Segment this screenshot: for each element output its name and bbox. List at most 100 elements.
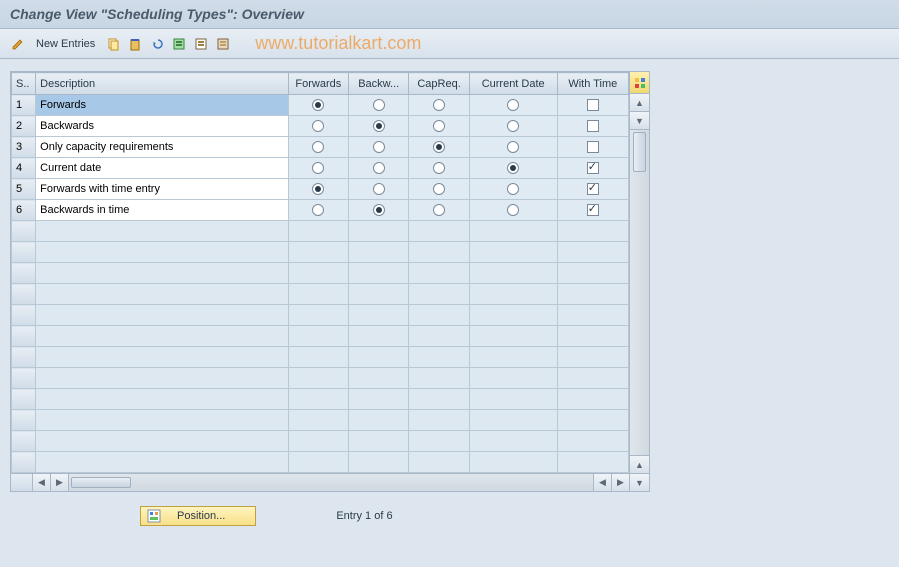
footer: Position... Entry 1 of 6 (10, 492, 889, 526)
position-button[interactable]: Position... (140, 506, 256, 526)
backwards-radio[interactable] (349, 158, 409, 179)
hscroll-right-icon[interactable]: ▶ (611, 474, 629, 491)
title-bar: Change View "Scheduling Types": Overview (0, 0, 899, 29)
backwards-radio[interactable] (349, 95, 409, 116)
vertical-scrollbar: ▲ ▼ ▲ ▼ (629, 72, 649, 491)
capreq-radio[interactable] (409, 95, 469, 116)
copy-icon[interactable] (103, 34, 123, 54)
table-container: S.. Description Forwards Backw... CapReq… (10, 71, 650, 492)
table-row[interactable]: 1 Forwards (12, 95, 629, 116)
currentdate-radio[interactable] (469, 200, 557, 221)
col-header-currentdate[interactable]: Current Date (469, 73, 557, 95)
description-cell[interactable]: Backwards (36, 116, 289, 137)
table-settings-icon[interactable] (630, 72, 649, 94)
hscroll-thumb[interactable] (71, 477, 131, 488)
capreq-radio[interactable] (409, 116, 469, 137)
table-row-empty (12, 431, 629, 452)
withtime-checkbox[interactable] (557, 95, 628, 116)
watermark-text: www.tutorialkart.com (255, 33, 421, 54)
withtime-checkbox[interactable] (557, 116, 628, 137)
forwards-radio[interactable] (288, 116, 348, 137)
pencil-icon[interactable] (8, 34, 28, 54)
backwards-radio[interactable] (349, 116, 409, 137)
col-header-capreq[interactable]: CapReq. (409, 73, 469, 95)
forwards-radio[interactable] (288, 179, 348, 200)
backwards-radio[interactable] (349, 200, 409, 221)
description-cell[interactable]: Forwards with time entry (36, 179, 289, 200)
currentdate-radio[interactable] (469, 116, 557, 137)
table-row-empty (12, 242, 629, 263)
withtime-checkbox[interactable] (557, 179, 628, 200)
hscroll-right-inner-icon[interactable]: ▶ (51, 474, 69, 491)
description-cell[interactable]: Current date (36, 158, 289, 179)
forwards-radio[interactable] (288, 137, 348, 158)
col-header-sel[interactable]: S.. (12, 73, 36, 95)
withtime-checkbox[interactable] (557, 158, 628, 179)
table-row[interactable]: 2 Backwards (12, 116, 629, 137)
currentdate-radio[interactable] (469, 179, 557, 200)
table-row[interactable]: 6 Backwards in time (12, 200, 629, 221)
delete-icon[interactable] (125, 34, 145, 54)
capreq-radio[interactable] (409, 179, 469, 200)
row-number[interactable]: 4 (12, 158, 36, 179)
capreq-radio[interactable] (409, 158, 469, 179)
vscroll-down-top-icon[interactable]: ▼ (630, 112, 649, 130)
hscroll-track[interactable] (69, 474, 593, 491)
capreq-radio[interactable] (409, 200, 469, 221)
currentdate-radio[interactable] (469, 95, 557, 116)
backwards-radio[interactable] (349, 179, 409, 200)
page-title: Change View "Scheduling Types": Overview (10, 6, 889, 22)
vscroll-track[interactable] (630, 130, 649, 455)
vscroll-thumb[interactable] (633, 132, 646, 172)
row-number[interactable]: 3 (12, 137, 36, 158)
hscroll-left2-icon[interactable]: ◀ (593, 474, 611, 491)
toolbar: New Entries www.tutorialkart.com (0, 29, 899, 59)
table-row-empty (12, 326, 629, 347)
forwards-radio[interactable] (288, 200, 348, 221)
currentdate-radio[interactable] (469, 137, 557, 158)
scheduling-types-table: S.. Description Forwards Backw... CapReq… (11, 72, 629, 473)
hscroll-left-icon[interactable]: ◀ (33, 474, 51, 491)
new-entries-button[interactable]: New Entries (30, 38, 101, 50)
backwards-radio[interactable] (349, 137, 409, 158)
horizontal-scrollbar: ◀ ▶ ◀ ▶ (11, 473, 629, 491)
description-cell[interactable]: Forwards (36, 95, 289, 116)
col-header-desc[interactable]: Description (36, 73, 289, 95)
table-row[interactable]: 5 Forwards with time entry (12, 179, 629, 200)
row-number[interactable]: 5 (12, 179, 36, 200)
forwards-radio[interactable] (288, 158, 348, 179)
vscroll-up-bot-icon[interactable]: ▲ (630, 455, 649, 473)
table-row-empty (12, 284, 629, 305)
forwards-radio[interactable] (288, 95, 348, 116)
row-number[interactable]: 2 (12, 116, 36, 137)
table-row-empty (12, 410, 629, 431)
currentdate-radio[interactable] (469, 158, 557, 179)
entry-counter: Entry 1 of 6 (336, 510, 392, 522)
table-row-empty (12, 389, 629, 410)
table-row[interactable]: 3 Only capacity requirements (12, 137, 629, 158)
content-area: S.. Description Forwards Backw... CapReq… (0, 59, 899, 538)
col-header-backwards[interactable]: Backw... (349, 73, 409, 95)
select-block-icon[interactable] (191, 34, 211, 54)
description-cell[interactable]: Backwards in time (36, 200, 289, 221)
table-row-empty (12, 221, 629, 242)
withtime-checkbox[interactable] (557, 200, 628, 221)
row-number[interactable]: 1 (12, 95, 36, 116)
deselect-all-icon[interactable] (213, 34, 233, 54)
undo-icon[interactable] (147, 34, 167, 54)
table-row-empty (12, 368, 629, 389)
table-row[interactable]: 4 Current date (12, 158, 629, 179)
capreq-radio[interactable] (409, 137, 469, 158)
select-all-icon[interactable] (169, 34, 189, 54)
vscroll-down-icon[interactable]: ▼ (630, 473, 649, 491)
table-row-empty (12, 263, 629, 284)
table-row-empty (12, 305, 629, 326)
vscroll-up-icon[interactable]: ▲ (630, 94, 649, 112)
table-body: 1 Forwards 2 Backwards 3 Only capacity r… (12, 95, 629, 473)
position-icon (147, 509, 161, 523)
withtime-checkbox[interactable] (557, 137, 628, 158)
description-cell[interactable]: Only capacity requirements (36, 137, 289, 158)
row-number[interactable]: 6 (12, 200, 36, 221)
col-header-withtime[interactable]: With Time (557, 73, 628, 95)
col-header-forwards[interactable]: Forwards (288, 73, 348, 95)
